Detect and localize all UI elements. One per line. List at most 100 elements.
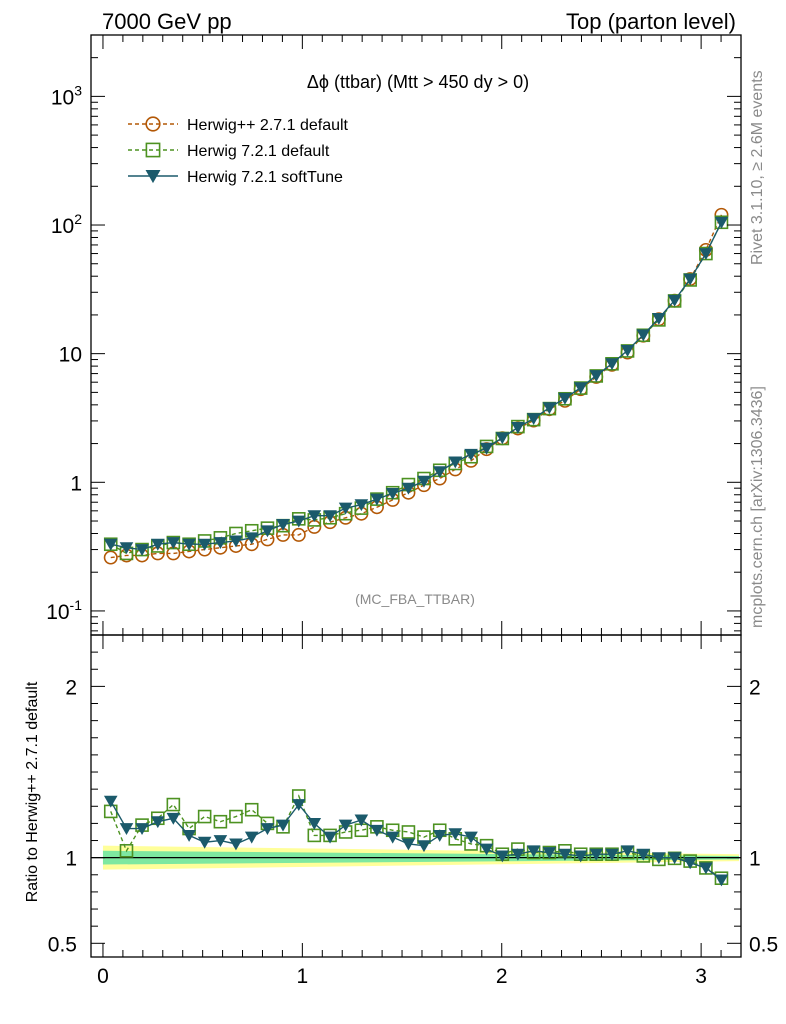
ratio-point: [667, 852, 682, 865]
ratio-y-tick-label-right: 1: [749, 848, 761, 871]
data-point: [103, 538, 118, 551]
data-point: [542, 402, 557, 415]
series-line: [110, 221, 723, 555]
rivet-label: Rivet 3.1.10, ≥ 2.6M events: [749, 70, 766, 265]
main-y-tick-label: 102: [51, 211, 82, 238]
data-point: [166, 537, 181, 550]
ratio-point: [244, 831, 259, 844]
ratio-panel: 2 2 1 1 0.5 0.5 0 1 2 3 Ratio to Herwig++ 2.7.1 d…: [24, 634, 778, 988]
main-y-tick-label: 10: [59, 344, 82, 367]
watermark: (MC_FBA_TTBAR): [355, 591, 475, 607]
ratio-point: [150, 816, 165, 829]
data-point: [652, 312, 666, 325]
data-point: [385, 487, 400, 500]
ratio-point: [432, 829, 447, 842]
ratio-point: [464, 831, 478, 844]
ratio-point: [605, 848, 619, 861]
main-y-tick-label: 10-1: [46, 597, 82, 624]
ratio-point: [229, 838, 243, 851]
ratio-point: [558, 848, 572, 861]
legend-marker: [145, 142, 161, 158]
data-point: [119, 542, 134, 555]
data-point: [479, 442, 494, 455]
ratio-frame: [90, 634, 742, 958]
data-point: [229, 535, 243, 548]
ratio-point: [197, 836, 212, 849]
ratio-point: [103, 795, 118, 808]
series-circle: [103, 207, 729, 565]
legend-marker: [145, 116, 161, 132]
data-point: [714, 216, 729, 229]
data-point: [370, 493, 384, 506]
data-point: [291, 515, 306, 528]
mcplots-label: mcplots.cern.ch [arXiv:1306.3436]: [749, 386, 766, 628]
data-point: [401, 482, 416, 495]
ratio-point: [526, 845, 541, 858]
ratio-point: [417, 840, 431, 853]
ratio-series-line: [110, 794, 722, 879]
ratio-point: [213, 814, 228, 829]
data-point: [354, 499, 369, 512]
data-point: [589, 370, 604, 383]
ratio-point: [370, 824, 384, 837]
data-point: [432, 466, 447, 479]
ratio-point: [636, 848, 651, 861]
data-point: [260, 525, 275, 538]
ratio-point: [166, 797, 181, 812]
ratio-point: [119, 844, 134, 858]
data-point: [667, 294, 682, 307]
legend: Herwig++ 2.7.1 default Herwig 7.2.1 defau…: [128, 116, 349, 186]
data-point: [417, 475, 431, 488]
legend-label: Herwig 7.2.1 default: [187, 143, 330, 160]
legend-label: Herwig 7.2.1 softTune: [187, 169, 343, 186]
ratio-y-tick-label-right: 2: [749, 676, 761, 699]
data-point: [338, 502, 353, 515]
data-point: [495, 432, 510, 445]
ratio-point: [573, 850, 588, 863]
data-point: [526, 413, 541, 426]
data-point: [135, 544, 149, 557]
main-y-tick-label: 1: [70, 472, 82, 495]
ratio-point: [291, 799, 306, 812]
x-tick-label: 1: [297, 965, 309, 988]
legend-marker: [145, 170, 161, 184]
data-point: [291, 527, 306, 542]
legend-label: Herwig++ 2.7.1 default: [187, 117, 349, 134]
ratio-point: [135, 823, 149, 836]
series-line: [110, 221, 723, 551]
ratio-y-tick-label: 2: [65, 676, 77, 699]
data-point: [448, 456, 463, 469]
data-point: [620, 344, 635, 357]
ratio-y-tick-label: 1: [65, 848, 77, 871]
data-point: [197, 538, 212, 551]
ratio-point: [699, 862, 713, 875]
ratio-point: [542, 847, 557, 859]
data-point: [182, 538, 196, 551]
data-point: [636, 329, 651, 342]
main-y-tick-label: 103: [51, 82, 82, 109]
ratio-point: [479, 843, 494, 856]
ratio-point: [714, 874, 729, 887]
ratio-point: [307, 817, 322, 830]
data-point: [323, 510, 337, 523]
ratio-point: [260, 823, 275, 836]
x-tick-label: 0: [97, 965, 109, 988]
data-point: [150, 538, 165, 551]
ratio-point: [511, 848, 525, 861]
data-point: [511, 421, 525, 434]
ratio-y-tick-label-right: 0.5: [749, 933, 778, 956]
data-point: [573, 382, 588, 395]
series-square: [103, 215, 729, 561]
data-point: [103, 550, 118, 565]
data-point: [683, 273, 697, 286]
x-tick-label: 3: [695, 965, 707, 988]
ratio-point: [385, 831, 400, 844]
series-triangle-down: [103, 216, 729, 557]
ratio-point: [119, 823, 134, 836]
data-point: [605, 358, 619, 371]
header-left-title: 7000 GeV pp: [102, 9, 232, 34]
series-line: [110, 214, 723, 559]
data-point: [464, 448, 478, 461]
